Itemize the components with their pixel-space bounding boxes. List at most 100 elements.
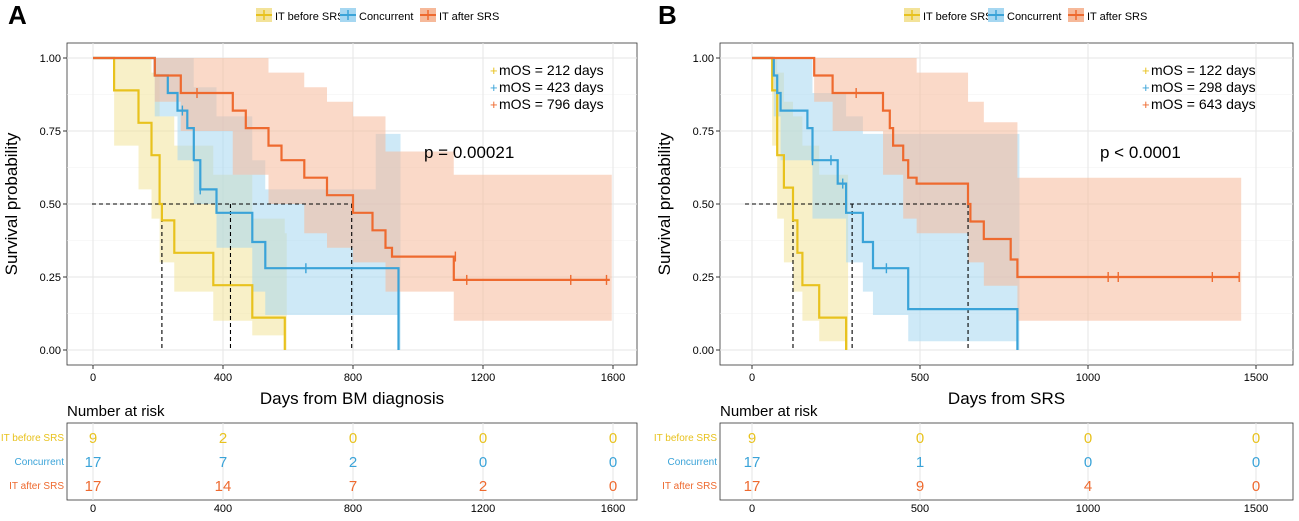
risk-value-after: 7 bbox=[349, 478, 357, 495]
median-label-concurrent: mOS = 423 days bbox=[499, 79, 604, 95]
risk-table-title: Number at risk bbox=[67, 403, 165, 420]
x-tick-label: 0 bbox=[749, 372, 755, 384]
risk-x-tick-label: 1200 bbox=[471, 503, 495, 515]
y-tick-label: 0.25 bbox=[40, 272, 61, 284]
y-tick-label: 0.50 bbox=[40, 199, 61, 211]
km-curve-concurrent bbox=[93, 56, 400, 350]
p-value: p < 0.0001 bbox=[1100, 143, 1181, 162]
risk-row-label-concurrent: Concurrent bbox=[668, 457, 718, 468]
legend-label: Concurrent bbox=[1007, 11, 1061, 23]
y-tick-label: 0.50 bbox=[693, 199, 714, 211]
km-curve-before bbox=[752, 56, 848, 350]
ci-band-after bbox=[93, 58, 612, 321]
median-label-before: mOS = 122 days bbox=[1151, 62, 1256, 78]
x-tick-label: 0 bbox=[90, 372, 96, 384]
risk-value-before: 9 bbox=[89, 430, 97, 447]
risk-value-before: 0 bbox=[1084, 430, 1092, 447]
x-axis-title: Days from BM diagnosis bbox=[260, 389, 444, 408]
risk-value-after: 17 bbox=[85, 478, 102, 495]
risk-x-tick-label: 1600 bbox=[601, 503, 625, 515]
legend-label: IT after SRS bbox=[1087, 11, 1147, 23]
risk-value-before: 0 bbox=[609, 430, 617, 447]
y-tick-label: 0.00 bbox=[693, 345, 714, 357]
risk-value-concurrent: 2 bbox=[349, 454, 357, 471]
median-marker-before: + bbox=[490, 63, 498, 78]
x-tick-label: 1000 bbox=[1076, 372, 1100, 384]
risk-table-frame bbox=[719, 422, 1294, 501]
legend-label: IT before SRS bbox=[275, 11, 345, 23]
median-marker-concurrent: + bbox=[490, 80, 498, 95]
median-marker-concurrent: + bbox=[1142, 80, 1150, 95]
risk-value-after: 2 bbox=[479, 478, 487, 495]
risk-value-concurrent: 17 bbox=[744, 454, 761, 471]
km-curve-concurrent bbox=[752, 56, 1019, 350]
risk-value-after: 17 bbox=[744, 478, 761, 495]
risk-row-label-after: IT after SRS bbox=[9, 481, 64, 492]
risk-value-after: 14 bbox=[215, 478, 232, 495]
legend-label: IT after SRS bbox=[439, 11, 499, 23]
risk-value-concurrent: 0 bbox=[1252, 454, 1260, 471]
ci-band-after bbox=[752, 58, 1242, 321]
x-tick-label: 800 bbox=[344, 372, 362, 384]
risk-value-before: 9 bbox=[748, 430, 756, 447]
risk-value-concurrent: 0 bbox=[479, 454, 487, 471]
legend-label: IT before SRS bbox=[923, 11, 993, 23]
y-tick-label: 1.00 bbox=[693, 53, 714, 65]
km-panel-b: B IT before SRS Concurrent IT after SRS + mOS… bbox=[650, 0, 1299, 516]
legend: IT before SRS Concurrent IT after SRS bbox=[256, 8, 499, 23]
risk-value-concurrent: 0 bbox=[1084, 454, 1092, 471]
legend: IT before SRS Concurrent IT after SRS bbox=[904, 8, 1147, 23]
risk-value-concurrent: 7 bbox=[219, 454, 227, 471]
risk-x-tick-label: 1000 bbox=[1076, 503, 1100, 515]
ci-band-before bbox=[93, 58, 287, 350]
y-axis-title: Survival probability bbox=[655, 132, 674, 275]
x-tick-label: 1200 bbox=[471, 372, 495, 384]
risk-row-label-after: IT after SRS bbox=[662, 481, 717, 492]
risk-x-tick-label: 1500 bbox=[1244, 503, 1268, 515]
median-marker-before: + bbox=[1142, 63, 1150, 78]
x-tick-label: 1500 bbox=[1244, 372, 1268, 384]
median-label-before: mOS = 212 days bbox=[499, 62, 604, 78]
km-chart-a: A IT before SRS Concurrent IT after SRS+ mOS… bbox=[1, 0, 638, 515]
x-tick-label: 1600 bbox=[601, 372, 625, 384]
y-tick-label: 0.75 bbox=[40, 126, 61, 138]
risk-value-concurrent: 0 bbox=[609, 454, 617, 471]
y-tick-label: 0.00 bbox=[40, 345, 61, 357]
median-marker-after: + bbox=[1142, 97, 1150, 112]
risk-table-title: Number at risk bbox=[720, 403, 818, 420]
risk-value-after: 0 bbox=[1252, 478, 1260, 495]
median-label-concurrent: mOS = 298 days bbox=[1151, 79, 1256, 95]
x-tick-label: 400 bbox=[214, 372, 232, 384]
km-curve-before bbox=[93, 56, 286, 350]
risk-row-label-concurrent: Concurrent bbox=[15, 457, 65, 468]
y-axis-title: Survival probability bbox=[2, 132, 21, 275]
risk-value-after: 9 bbox=[916, 478, 924, 495]
risk-x-tick-label: 0 bbox=[90, 503, 96, 515]
risk-x-tick-label: 0 bbox=[749, 503, 755, 515]
risk-value-after: 0 bbox=[609, 478, 617, 495]
km-curve-after bbox=[93, 56, 610, 281]
km-panel-a: A IT before SRS Concurrent IT after SRS + mOS… bbox=[0, 0, 649, 516]
risk-value-before: 0 bbox=[916, 430, 924, 447]
x-tick-label: 500 bbox=[911, 372, 929, 384]
risk-table-frame bbox=[66, 422, 638, 501]
risk-value-concurrent: 17 bbox=[85, 454, 102, 471]
y-tick-label: 1.00 bbox=[40, 53, 61, 65]
ci-band-before bbox=[752, 58, 849, 350]
risk-value-before: 0 bbox=[349, 430, 357, 447]
km-chart-b: B IT before SRS Concurrent IT after SRS+ mOS… bbox=[654, 0, 1294, 515]
median-label-after: mOS = 796 days bbox=[499, 96, 604, 112]
km-curve-after bbox=[752, 56, 1240, 279]
risk-value-after: 4 bbox=[1084, 478, 1092, 495]
panel-label: B bbox=[658, 0, 677, 30]
risk-value-before: 0 bbox=[1252, 430, 1260, 447]
x-axis-title: Days from SRS bbox=[948, 389, 1065, 408]
median-marker-after: + bbox=[490, 97, 498, 112]
p-value: p = 0.00021 bbox=[424, 143, 514, 162]
risk-value-before: 0 bbox=[479, 430, 487, 447]
median-label-after: mOS = 643 days bbox=[1151, 96, 1256, 112]
risk-x-tick-label: 800 bbox=[344, 503, 362, 515]
risk-row-label-before: IT before SRS bbox=[1, 433, 65, 444]
legend-label: Concurrent bbox=[359, 11, 413, 23]
risk-value-before: 2 bbox=[219, 430, 227, 447]
